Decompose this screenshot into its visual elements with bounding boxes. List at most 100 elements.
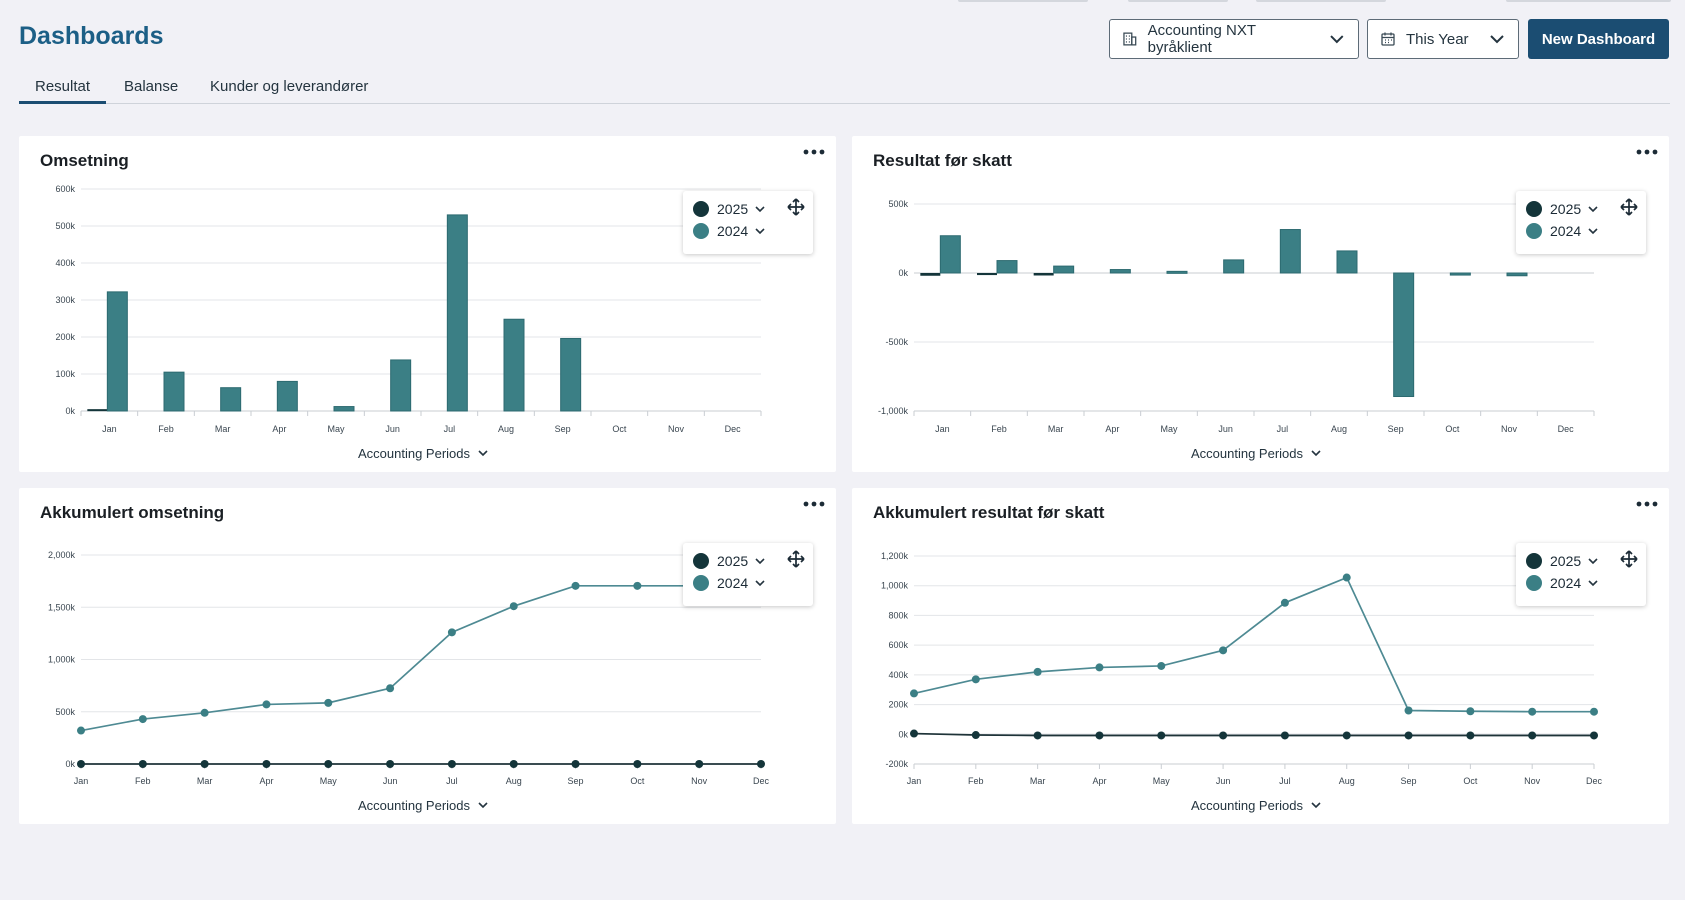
point-2024-oct (1466, 707, 1475, 716)
legend-item-2025[interactable]: 2025 (693, 553, 765, 569)
chart-legend: 2025 2024 (683, 191, 813, 254)
point-2024-jan (910, 689, 918, 698)
x-axis-title[interactable]: Accounting Periods (358, 446, 488, 461)
x-tick-label: Mar (197, 776, 213, 786)
move-icon[interactable] (1620, 550, 1638, 568)
x-tick-label: Mar (215, 424, 231, 434)
legend-item-2024[interactable]: 2024 (1526, 223, 1598, 239)
tab-resultat[interactable]: Resultat (19, 78, 106, 104)
x-tick-label: Nov (691, 776, 708, 786)
chart-card-resultat-for-skatt: Resultat før skatt -1,000k -500k 0k 500k Jan… (852, 136, 1669, 472)
chart-svg: 0k 500k 1,000k 1,500k 2,000k Jan Feb Mar Apr May J… (48, 550, 770, 786)
x-tick-label: Jun (1216, 776, 1231, 786)
chart-svg: 0k 100k 200k 300k 400k 500k 600k Jan Feb Mar Apr Ma… (55, 184, 762, 434)
y-tick-label: 0k (898, 729, 908, 739)
move-icon[interactable] (787, 550, 805, 568)
card-title: Omsetning (40, 151, 129, 170)
bar-2024-aug (503, 318, 525, 412)
point-2025-sep (571, 760, 580, 768)
x-tick-label: May (1153, 776, 1171, 786)
bar-2024-jul (446, 214, 468, 412)
legend-item-2025[interactable]: 2025 (693, 201, 765, 217)
x-tick-label: Oct (612, 424, 627, 434)
legend-item-2025[interactable]: 2025 (1526, 553, 1598, 569)
y-tick-label: 800k (888, 610, 908, 620)
point-2025-mar (1033, 731, 1042, 740)
x-tick-label: May (320, 776, 338, 786)
more-dots-icon[interactable] (802, 494, 826, 514)
x-tick-label: Nov (1501, 424, 1518, 434)
x-tick-label: Sep (1401, 776, 1417, 786)
x-tick-label: Jul (1279, 776, 1291, 786)
point-2025-nov (1528, 731, 1537, 740)
point-2025-jun (1219, 731, 1228, 740)
legend-swatch (693, 201, 709, 217)
x-tick-label: Jun (383, 776, 398, 786)
top-stub-3 (1256, 0, 1386, 2)
x-tick-label: Aug (1331, 424, 1347, 434)
point-2025-jan (77, 760, 85, 768)
x-tick-label: Dec (1558, 424, 1575, 434)
point-2024-jul (447, 628, 456, 637)
point-2025-may (324, 760, 333, 768)
point-2024-feb (138, 715, 147, 724)
x-tick-label: Sep (1388, 424, 1404, 434)
point-2024-apr (1095, 663, 1104, 672)
x-axis-title[interactable]: Accounting Periods (358, 798, 488, 813)
tab-kunder-og-leverandorer[interactable]: Kunder og leverandører (210, 78, 368, 104)
chart-legend: 2025 2024 (1516, 191, 1646, 254)
more-dots-icon[interactable] (1635, 142, 1659, 162)
tab-balanse[interactable]: Balanse (124, 78, 178, 104)
top-stub-2 (1128, 0, 1228, 2)
dashboard-tabs: Resultat Balanse Kunder og leverandører (19, 76, 1670, 104)
x-axis-title[interactable]: Accounting Periods (1191, 798, 1321, 813)
more-dots-icon[interactable] (802, 142, 826, 162)
more-dots-icon[interactable] (1635, 494, 1659, 514)
point-2025-sep (1404, 731, 1413, 740)
y-tick-label: 0k (65, 759, 75, 769)
legend-swatch (693, 223, 709, 239)
series-line-2024 (913, 576, 1594, 713)
legend-swatch (693, 575, 709, 591)
point-2024-mar (200, 708, 209, 717)
y-tick-label: 500k (55, 221, 75, 231)
x-axis-title[interactable]: Accounting Periods (1191, 446, 1321, 461)
move-icon[interactable] (1620, 198, 1638, 216)
legend-swatch (1526, 201, 1542, 217)
chevron-down-icon (1311, 802, 1321, 809)
legend-item-2024[interactable]: 2024 (693, 575, 765, 591)
period-select[interactable]: This Year (1367, 19, 1519, 59)
y-tick-label: 2,000k (48, 550, 76, 560)
axis-title-label: Accounting Periods (358, 798, 471, 813)
legend-label: 2024 (1550, 223, 1582, 239)
point-2024-feb (971, 675, 980, 684)
point-2024-jan (77, 726, 85, 735)
y-tick-label: 1,000k (881, 581, 909, 591)
bar-2024-feb (996, 260, 1018, 274)
legend-label: 2024 (717, 223, 749, 239)
x-tick-label: Dec (753, 776, 770, 786)
bar-2024-may (1166, 270, 1188, 274)
point-2025-apr (1095, 731, 1104, 740)
y-tick-label: 1,000k (48, 655, 76, 665)
legend-item-2025[interactable]: 2025 (1526, 201, 1598, 217)
y-tick-label: 400k (55, 258, 75, 268)
tab-label: Balanse (124, 78, 179, 95)
x-tick-label: Sep (555, 424, 571, 434)
x-tick-label: Feb (968, 776, 984, 786)
point-2024-may (324, 698, 333, 707)
legend-item-2024[interactable]: 2024 (1526, 575, 1598, 591)
legend-item-2024[interactable]: 2024 (693, 223, 765, 239)
move-icon[interactable] (787, 198, 805, 216)
legend-label: 2024 (717, 575, 749, 591)
top-stub-4 (1506, 0, 1671, 2)
x-tick-label: Jul (444, 424, 456, 434)
point-2024-mar (1033, 667, 1042, 676)
new-dashboard-button[interactable]: New Dashboard (1528, 19, 1669, 59)
y-tick-label: 200k (55, 332, 75, 342)
client-select[interactable]: Accounting NXT byråklient (1109, 19, 1359, 59)
period-select-label: This Year (1406, 30, 1469, 48)
x-tick-label: Sep (568, 776, 584, 786)
tab-label: Resultat (35, 78, 91, 95)
page-title: Dashboards (19, 22, 164, 50)
